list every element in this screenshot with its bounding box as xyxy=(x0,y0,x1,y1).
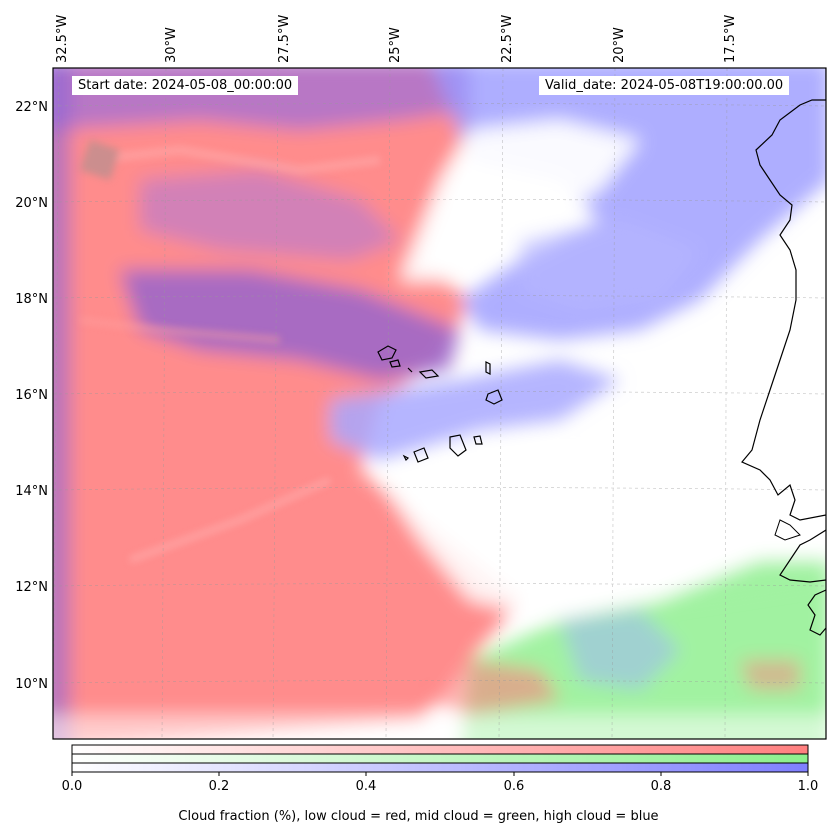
colorbar-low-cloud xyxy=(71,744,809,755)
colorbar-tick-label: 0.4 xyxy=(355,779,377,794)
colorbar xyxy=(71,744,809,776)
graticule xyxy=(53,68,826,739)
colorbar-tick-label: 1.0 xyxy=(797,779,819,794)
lon-label: 22.5°W xyxy=(500,15,515,63)
colorbar-tick-label: 0.6 xyxy=(503,779,525,794)
lat-label: 14°N xyxy=(15,484,48,499)
colorbar-label: Cloud fraction (%), low cloud = red, mid… xyxy=(178,809,659,824)
lat-label: 12°N xyxy=(15,580,48,595)
lon-label: 25°W xyxy=(388,27,403,63)
lat-label: 22°N xyxy=(15,100,48,115)
colorbar-high-cloud xyxy=(71,762,809,773)
lat-label: 10°N xyxy=(15,677,48,692)
cape-verde-islands xyxy=(377,345,503,463)
lat-label: 16°N xyxy=(15,388,48,403)
valid-date-label: Valid_date: 2024-05-08T19:00:00.00 xyxy=(539,76,790,95)
latitude-labels: 22°N 20°N 18°N 16°N 14°N 12°N 10°N xyxy=(15,100,48,692)
lat-label: 18°N xyxy=(15,292,48,307)
colorbar-tick-label: 0.2 xyxy=(208,779,230,794)
lat-label: 20°N xyxy=(15,196,48,211)
lon-label: 20°W xyxy=(612,27,627,63)
colorbar-tick-label: 0.0 xyxy=(61,779,83,794)
lon-label: 27.5°W xyxy=(277,15,292,63)
start-date-label: Start date: 2024-05-08_00:00:00 xyxy=(72,76,299,95)
cloud-field xyxy=(53,68,826,739)
colorbar-mid-cloud xyxy=(71,753,809,764)
longitude-labels: 32.5°W 30°W 27.5°W 25°W 22.5°W 20°W 17.5… xyxy=(55,15,738,63)
lon-label: 32.5°W xyxy=(55,15,70,63)
lon-label: 30°W xyxy=(164,27,179,63)
colorbar-tick-label: 0.8 xyxy=(650,779,672,794)
map-frame xyxy=(52,67,827,740)
lon-label: 17.5°W xyxy=(723,15,738,63)
africa-coastline xyxy=(741,68,826,636)
